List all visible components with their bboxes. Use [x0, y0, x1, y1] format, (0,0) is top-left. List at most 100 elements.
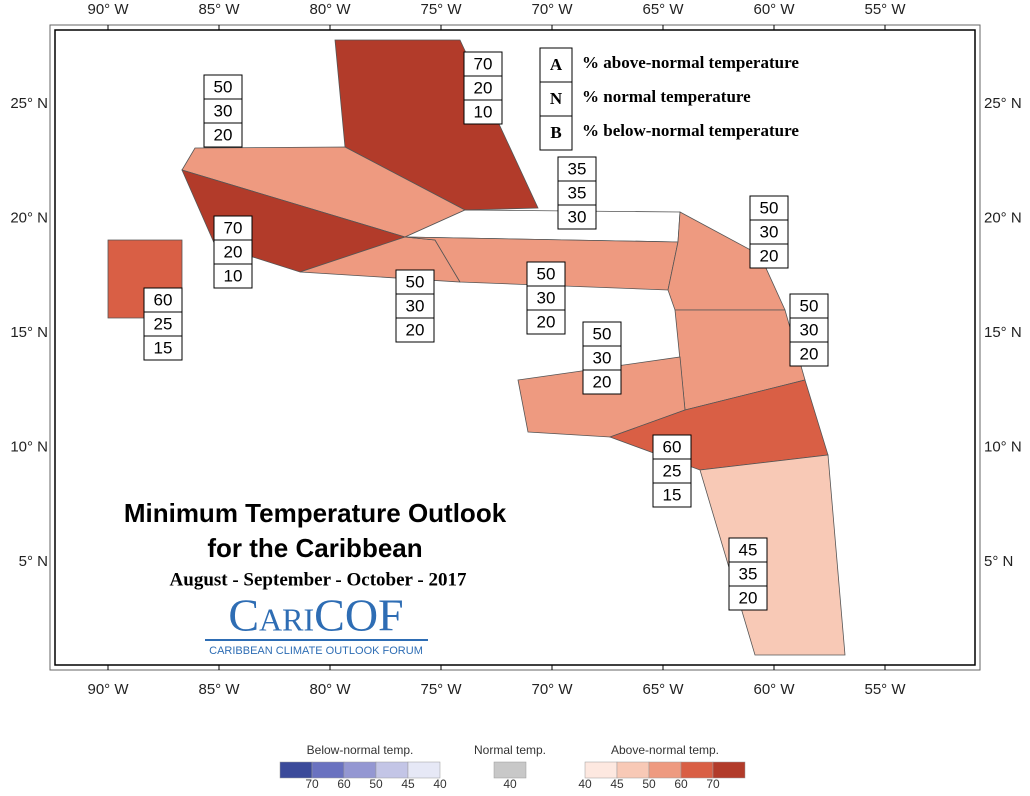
legend-level: 60: [337, 777, 351, 791]
value-text: 25: [154, 314, 173, 333]
legend-swatch: [279, 761, 313, 779]
value-text: 10: [474, 102, 493, 121]
value-text: 50: [593, 324, 612, 343]
value-cell: [557, 204, 597, 230]
value-text: 50: [800, 296, 819, 315]
value-text: 70: [474, 54, 493, 73]
lat-label: 15° N: [984, 324, 1022, 341]
lon-label: 70° W: [531, 1, 573, 18]
value-text: 30: [568, 207, 587, 226]
value-text: 20: [406, 320, 425, 339]
key-letter: A: [550, 55, 563, 74]
value-cell: [463, 99, 503, 125]
value-cell: [557, 156, 597, 182]
value-text: 20: [800, 344, 819, 363]
value-text: 30: [537, 288, 556, 307]
legend-swatch: [680, 761, 714, 779]
value-text: 50: [214, 77, 233, 96]
value-cell: [749, 219, 789, 245]
value-cell: [728, 585, 768, 611]
lon-label: 55° W: [864, 681, 906, 698]
lon-label: 75° W: [420, 1, 462, 18]
value-cell: [582, 321, 622, 347]
value-text: 20: [224, 242, 243, 261]
legend-level: 45: [610, 777, 624, 791]
logo-tagline: CARIBBEAN CLIMATE OUTLOOK FORUM: [209, 645, 423, 657]
value-cell: [143, 335, 183, 361]
value-cell: [203, 122, 243, 148]
lon-label: 75° W: [420, 681, 462, 698]
value-cell: [395, 269, 435, 295]
value-cell: [463, 75, 503, 101]
legend-level: 50: [369, 777, 383, 791]
lon-label: 60° W: [753, 1, 795, 18]
logo: CariCOF: [228, 590, 403, 641]
value-text: 50: [537, 264, 556, 283]
legend-swatch: [493, 761, 527, 779]
title-line: Minimum Temperature Outlook: [124, 498, 507, 528]
lon-label: 70° W: [531, 681, 573, 698]
legend-swatch: [407, 761, 441, 779]
legend-level: 70: [305, 777, 319, 791]
value-cell: [789, 341, 829, 367]
lon-label: 90° W: [87, 681, 129, 698]
value-text: 20: [593, 372, 612, 391]
value-text: 20: [537, 312, 556, 331]
value-cell: [526, 261, 566, 287]
lon-label: 80° W: [309, 1, 351, 18]
value-text: 20: [214, 125, 233, 144]
key-letter: N: [550, 89, 563, 108]
lat-label: 25° N: [10, 95, 48, 112]
legend-level: 70: [706, 777, 720, 791]
legend-label: Above-normal temp.: [611, 743, 719, 757]
value-cell: [652, 458, 692, 484]
lat-label: 20° N: [10, 209, 48, 226]
key-cell: [539, 81, 573, 117]
lat-label: 25° N: [984, 95, 1022, 112]
lon-label: 85° W: [198, 681, 240, 698]
value-text: 30: [800, 320, 819, 339]
outer-frame: [49, 24, 981, 671]
lat-label: 5° N: [984, 553, 1013, 570]
value-cell: [526, 309, 566, 335]
lon-label: 65° W: [642, 1, 684, 18]
value-cell: [213, 263, 253, 289]
value-text: 35: [739, 564, 758, 583]
value-cell: [749, 243, 789, 269]
legend-swatch: [343, 761, 377, 779]
legend-swatch: [648, 761, 682, 779]
lon-label: 80° W: [309, 681, 351, 698]
value-cell: [213, 215, 253, 241]
value-cell: [582, 345, 622, 371]
key-text: % below-normal temperature: [582, 121, 799, 140]
legend-level: 50: [642, 777, 656, 791]
value-text: 30: [593, 348, 612, 367]
lat-label: 15° N: [10, 324, 48, 341]
value-text: 15: [154, 338, 173, 357]
legend-level: 45: [401, 777, 415, 791]
value-text: 20: [739, 588, 758, 607]
value-text: 45: [739, 540, 758, 559]
legend-swatch: [616, 761, 650, 779]
value-cell: [526, 285, 566, 311]
legend-label: Normal temp.: [474, 743, 546, 757]
value-text: 70: [224, 218, 243, 237]
value-cell: [143, 287, 183, 313]
value-cell: [652, 482, 692, 508]
value-cell: [789, 317, 829, 343]
value-cell: [213, 239, 253, 265]
value-text: 50: [760, 198, 779, 217]
legend-swatch: [375, 761, 409, 779]
lat-label: 10° N: [984, 438, 1022, 455]
value-text: 60: [663, 437, 682, 456]
legend-level: 40: [578, 777, 592, 791]
value-text: 10: [224, 266, 243, 285]
title-line: for the Caribbean: [207, 533, 422, 563]
legend-swatch: [584, 761, 618, 779]
key-cell: [539, 47, 573, 83]
legend-level: 60: [674, 777, 688, 791]
value-text: 60: [154, 290, 173, 309]
value-text: 35: [568, 159, 587, 178]
value-text: 30: [760, 222, 779, 241]
legend-label: Below-normal temp.: [307, 743, 414, 757]
